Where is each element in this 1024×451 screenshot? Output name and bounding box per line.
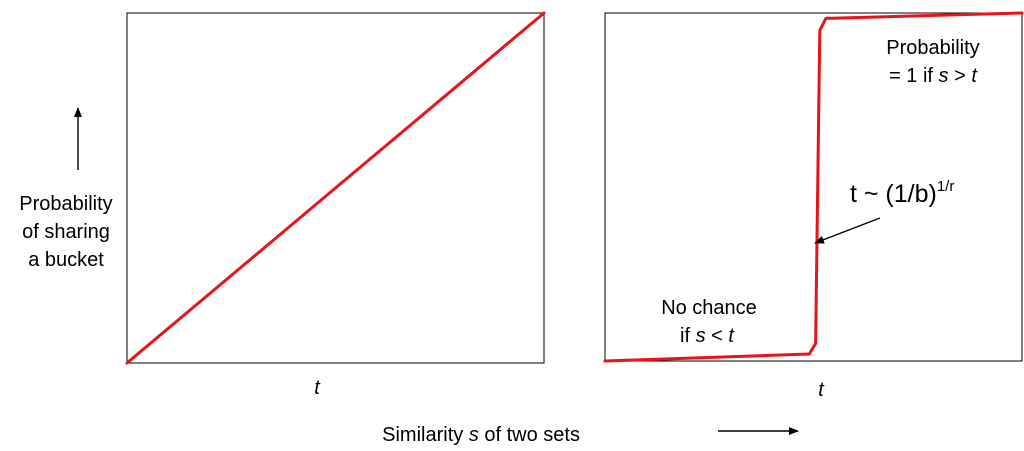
left-x-tick-label: t bbox=[314, 377, 321, 399]
step-curve bbox=[603, 11, 1024, 363]
x-axis-label: Similarity s of two sets bbox=[382, 424, 580, 446]
right-x-tick-label: t bbox=[818, 379, 825, 401]
annotation-bottom-line-2: if s < t bbox=[680, 325, 735, 347]
y-axis-label-line-2: of sharing bbox=[22, 221, 110, 243]
y-axis-label-line-3: a bucket bbox=[28, 249, 104, 271]
annotation-bottom-line-1: No chance bbox=[661, 297, 757, 319]
y-axis-label-line-1: Probability bbox=[19, 193, 112, 215]
right-plot-frame bbox=[604, 12, 1023, 362]
threshold-pointer-arrow bbox=[814, 217, 881, 244]
ideal-linear-curve bbox=[125, 11, 546, 365]
right-panel: t Probability = 1 if s > t No chance if … bbox=[603, 11, 1024, 401]
annotation-top-line-1: Probability bbox=[886, 37, 979, 59]
threshold-annotation: t ~ (1/b)1/r bbox=[850, 178, 954, 208]
left-panel: t bbox=[125, 11, 546, 399]
annotation-top-line-2: = 1 if s > t bbox=[889, 65, 978, 87]
